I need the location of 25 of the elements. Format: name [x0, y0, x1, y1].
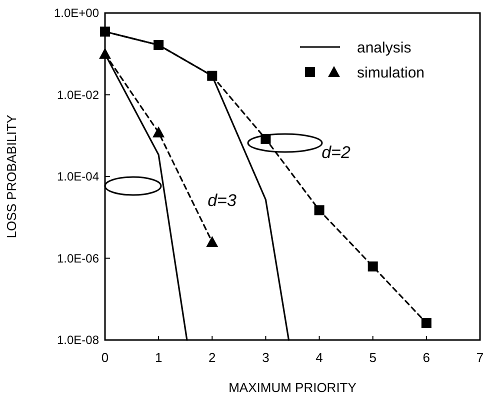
x-tick-label: 5 — [369, 350, 376, 365]
point — [100, 26, 110, 37]
x-tick-label: 1 — [154, 350, 162, 365]
y-tick-label: 1.0E+00 — [54, 6, 100, 20]
x-tick-label: 6 — [422, 350, 430, 365]
legend-label: analysis — [357, 39, 412, 56]
x-tick-label: 0 — [101, 350, 109, 365]
annotation: d=2 — [322, 142, 351, 162]
x-tick-label: 3 — [262, 350, 270, 365]
x-axis-title: MAXIMUM PRIORITY — [228, 380, 357, 395]
y-tick-label: 1.0E-06 — [56, 251, 100, 266]
x-tick-label: 2 — [208, 350, 216, 365]
legend-label: simulation — [357, 64, 425, 82]
point — [314, 205, 324, 216]
x-tick-label: 4 — [316, 350, 323, 365]
point — [207, 70, 218, 81]
annotation: d=3 — [208, 190, 237, 210]
point — [421, 318, 432, 328]
y-tick-label: 1.0E-08 — [56, 333, 100, 348]
point — [154, 40, 164, 50]
point — [368, 261, 378, 272]
x-tick-label: 7 — [476, 350, 484, 365]
y-tick-label: 1.0E-04 — [56, 170, 100, 184]
y-axis-title: LOSS PROBABILITY — [4, 114, 19, 238]
y-tick-label: 1.0E-02 — [56, 88, 100, 102]
